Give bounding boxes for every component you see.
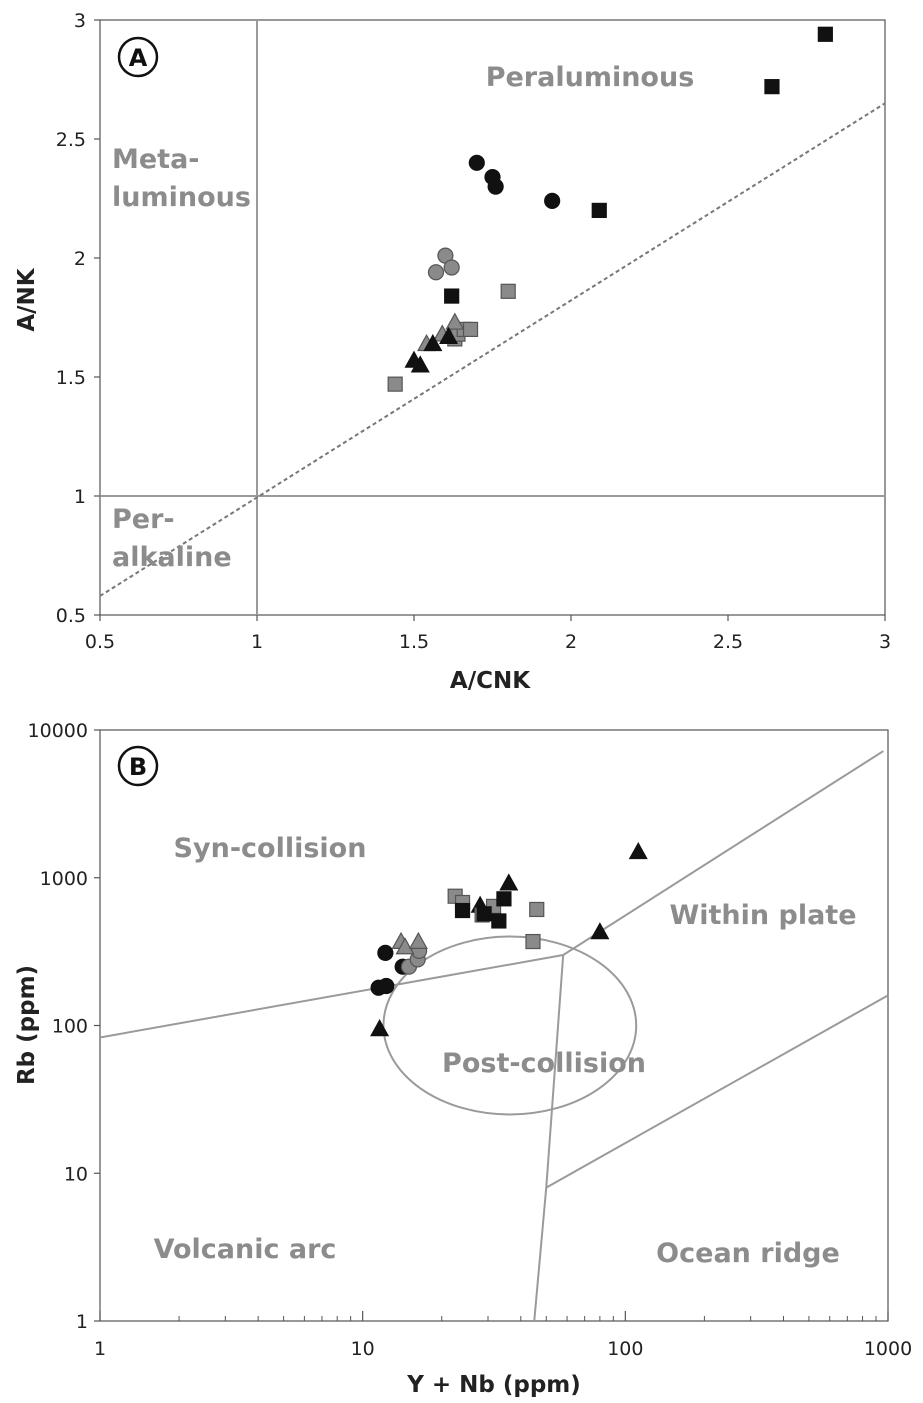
panel-b-point-s0-2 — [378, 977, 395, 995]
panel-a-x-tick-label: 2 — [565, 631, 577, 653]
panel-a-region-label-peraluminous: Peraluminous — [486, 62, 695, 93]
panel-a-x-tick-label: 2.5 — [713, 631, 743, 653]
panel-a-badge: A — [117, 36, 159, 78]
panel-a-x-tick-label: 3 — [879, 631, 891, 653]
panel-b-point-s3-3 — [590, 922, 610, 940]
panel-a-badge-letter: A — [129, 44, 148, 72]
panel-b-y-tick-label: 10 — [64, 1163, 88, 1185]
panel-b-point-s3-4 — [628, 841, 648, 860]
panel-a-y-tick-label: 3 — [74, 10, 86, 32]
panel-a-reference-lines — [99, 20, 886, 615]
panel-b-region-label-post-collision: Post-collision — [442, 1048, 646, 1079]
panel-a-point-s2-1 — [443, 259, 460, 276]
panel-a-point-s2-2 — [427, 264, 445, 281]
panel-a-point-s0-1 — [764, 79, 780, 95]
panel-a-x-tick-label: 1 — [251, 631, 263, 653]
panel-b-plot-frame — [99, 729, 889, 1322]
panel-b-region-label-within-plate: Within plate — [669, 900, 856, 931]
panel-a-point-s0-0 — [817, 26, 833, 42]
panel-a-y-tick-label: 0.5 — [56, 605, 86, 627]
panel-b-region-label-ocean-ridge: Ocean ridge — [656, 1238, 840, 1269]
panel-a-badge-circle — [117, 36, 159, 78]
panel-b-y-tick-label: 1000 — [40, 868, 88, 890]
panel-b-data-points — [370, 841, 648, 1037]
panel-a-point-s5-2 — [423, 333, 443, 352]
panel-b-point-s2-2 — [408, 931, 428, 949]
panel-a-reference-line-diagonal — [99, 102, 886, 597]
panel-a-region-label-metaluminous: luminous — [112, 182, 251, 213]
panel-a-y-tick-label: 2.5 — [56, 129, 86, 151]
panel-b-point-s4-3 — [529, 901, 545, 918]
panel-a-x-tick-label: 0.5 — [85, 631, 115, 653]
panel-b-y-ticks: 1 10 100 1000 10000 — [28, 720, 100, 1333]
panel-a-point-s1-0 — [468, 154, 485, 171]
panel-b-boundary-syncol-vag — [99, 954, 564, 1039]
panel-a-region-label-metaluminous: Meta- — [112, 144, 200, 175]
panel-b-boundary-vag-orc — [533, 954, 565, 1322]
panel-b-y-tick-label: 10000 — [28, 720, 88, 742]
panel-b-point-s5-3 — [496, 891, 512, 907]
panel-a-point-s4-0 — [445, 312, 465, 330]
panel-b-point-s3-2 — [499, 873, 519, 891]
panel-b-x-tick-label: 1 — [94, 1338, 106, 1360]
panel-a-point-s5-1 — [410, 355, 430, 373]
panel-a-point-s3-0 — [500, 283, 516, 299]
panel-b-region-label-volcanic-arc: Volcanic arc — [154, 1234, 337, 1265]
panel-a-region-label-peralkaline: alkaline — [112, 542, 232, 573]
panel-a-region-label-peralkaline: Per- — [112, 504, 175, 535]
panel-b-y-tick-label: 100 — [52, 1016, 88, 1038]
panel-b-point-s4-4 — [525, 933, 541, 950]
panel-b-point-s5-2 — [491, 913, 507, 929]
panel-b-x-axis-label: Y + Nb (ppm) — [406, 1372, 581, 1398]
panel-a-data-points — [387, 26, 833, 392]
panel-b-point-s0-0 — [377, 944, 394, 962]
panel-b-y-axis-label: Rb (ppm) — [14, 965, 40, 1085]
panel-a-x-axis-label: A/CNK — [450, 668, 531, 694]
panel-a-point-s5-3 — [439, 326, 459, 344]
panel-b-badge: B — [117, 745, 159, 787]
panel-b-boundary-syncol-wpg — [562, 750, 884, 956]
panel-b-region-labels: Syn-collision Within plate Post-collision V… — [154, 833, 857, 1269]
panel-a-y-tick-label: 1 — [74, 486, 86, 508]
panel-a-point-s1-2 — [487, 178, 504, 195]
panel-a-x-ticks: 0.5 1 1.5 2 2.5 3 — [85, 615, 891, 653]
panel-b-point-s2-1 — [395, 937, 415, 955]
panel-a-point-s3-1 — [387, 376, 403, 392]
panel-a-x-tick-label: 1.5 — [399, 631, 429, 653]
panel-b-x-tick-label: 1000 — [864, 1338, 912, 1360]
panel-b-point-s5-1 — [476, 906, 492, 922]
panel-a-point-s0-2 — [591, 202, 607, 218]
panel-b-boundary-wpg-org — [545, 994, 889, 1189]
panel-b-boundary-lines — [99, 750, 889, 1322]
panel-a-point-s0-3 — [444, 288, 460, 304]
panel-b-badge-circle — [117, 745, 159, 787]
panel-b-x-ticks: 1 10 100 1000 — [94, 1311, 912, 1360]
panel-b-region-label-syn-collision: Syn-collision — [174, 833, 367, 864]
panel-b-x-tick-label: 100 — [607, 1338, 643, 1360]
panel-b: Syn-collision Within plate Post-collision V… — [14, 720, 912, 1398]
panel-a-y-tick-label: 2 — [74, 248, 86, 270]
panel-a-region-labels: Peraluminous Meta-luminous Per-alkaline — [112, 62, 694, 573]
panel-a-y-tick-label: 1.5 — [56, 367, 86, 389]
panel-a-point-s3-5 — [462, 321, 479, 337]
panel-b-badge-letter: B — [129, 753, 147, 781]
panel-a: Peraluminous Meta-luminous Per-alkaline 0.… — [14, 10, 891, 694]
panel-a-point-s1-3 — [544, 192, 561, 209]
panel-b-y-tick-label: 1 — [76, 1311, 88, 1333]
panel-a-plot-frame — [99, 19, 886, 616]
panel-a-y-axis-label: A/NK — [14, 267, 40, 331]
panel-b-post-collision-field — [382, 935, 638, 1116]
panel-b-point-s3-0 — [370, 1019, 390, 1037]
panel-b-x-tick-label: 10 — [351, 1338, 375, 1360]
panel-a-y-ticks: 0.5 1 1.5 2 2.5 3 — [56, 10, 100, 627]
panel-b-point-s5-0 — [454, 902, 471, 919]
